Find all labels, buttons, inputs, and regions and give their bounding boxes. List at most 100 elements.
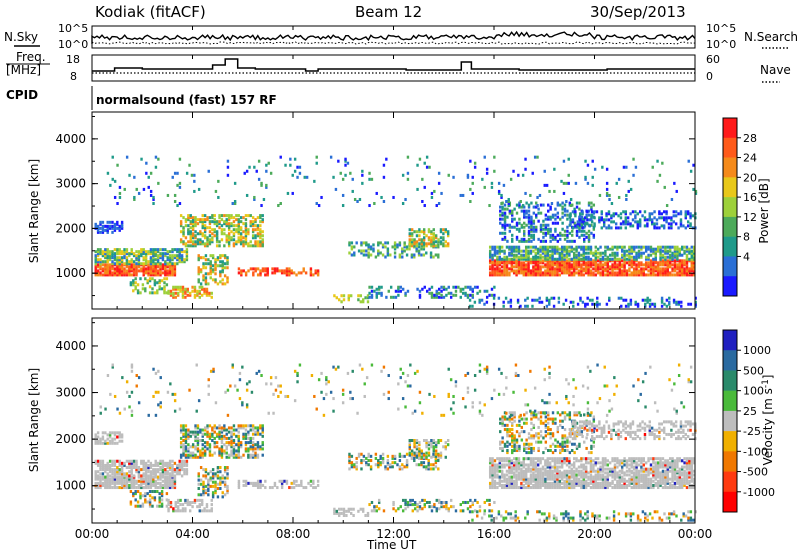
scatter-cell [111,463,114,467]
scatter-cell [534,483,537,487]
scatter-cell [205,509,209,513]
scatter-cell [239,232,243,236]
scatter-cell [661,249,665,253]
scatter-cell [314,269,317,273]
scatter-cell [379,454,382,458]
scatter-cell [536,263,540,267]
scatter-cell [522,261,525,265]
scatter-cell [650,218,654,222]
scatter-cell [136,490,140,494]
scatter-cell [563,257,566,261]
scatter-cell [164,481,167,485]
scatter-cell [189,244,192,248]
scatter-cell [152,271,155,275]
scatter-cell [106,248,109,252]
scatter-cell [580,471,583,475]
scatter-cell [144,256,148,260]
scatter-cell [413,238,416,242]
scatter-cell [113,258,117,262]
scatter-cell [135,269,138,273]
scatter-cell [516,300,520,304]
scatter-cell [493,473,497,477]
scatter-cell [612,214,615,218]
scatter-cell [527,213,531,217]
scatter-cell [108,224,112,228]
scatter-cell [244,271,248,275]
scatter-cell [144,254,148,258]
scatter-cell [108,477,112,481]
scatter-cell [208,445,212,449]
scatter-cell [193,295,197,299]
scatter-cell [556,477,559,481]
scatter-cell [101,468,105,472]
scatter-cell [473,285,477,289]
scatter-cell [101,466,105,470]
scatter-cell [202,491,205,495]
scatter-cell [594,483,597,487]
scatter-cell [405,253,409,257]
scatter-cell [208,240,212,244]
scatter-cell [118,439,121,443]
scatter-cell [108,254,112,258]
scatter-cell [380,293,383,297]
scatter-cell [166,265,169,269]
scatter-cell [142,252,145,256]
scatter-cell [226,484,229,488]
scatter-cell [601,267,605,271]
scatter-cell [578,225,581,229]
scatter-cell [541,479,545,483]
scatter-cell [179,222,183,226]
scatter-cell [606,269,609,273]
scatter-cell [689,224,692,228]
scatter-cell [265,185,268,189]
scatter-cell [166,477,169,481]
scatter-cell [191,500,194,504]
scatter-cell [156,248,160,252]
scatter-cell [428,165,431,169]
scatter-cell [152,265,155,269]
scatter-cell [649,269,653,273]
scatter-cell [511,209,514,213]
scatter-cell [223,468,227,472]
scatter-cell [211,491,215,495]
scatter-cell [120,474,124,478]
scatter-cell [548,298,551,302]
scatter-cell [338,511,341,515]
scatter-cell [500,195,503,199]
scatter-cell [128,463,131,467]
scatter-cell [193,189,196,193]
scatter-cell [227,232,231,236]
scatter-cell [144,461,148,465]
scatter-cell [244,436,248,440]
scatter-cell [508,211,512,215]
scatter-cell [563,481,566,485]
scatter-cell [223,222,226,226]
scatter-cell [298,165,302,169]
scatter-cell [247,244,250,248]
scatter-cell [583,224,587,228]
scatter-cell [406,503,410,507]
scatter-cell [137,466,141,470]
scatter-cell [168,273,172,277]
scatter-cell [692,273,696,277]
scatter-cell [508,479,511,483]
scatter-cell [587,257,590,261]
scatter-cell [511,211,514,215]
scatter-cell [254,244,257,248]
scatter-cell [685,263,689,267]
scatter-cell [613,261,617,265]
scatter-cell [584,304,587,308]
scatter-cell [166,463,169,467]
scatter-cell [565,479,569,483]
scatter-cell [173,267,177,271]
scatter-cell [525,209,528,213]
scatter-cell [537,219,540,223]
scatter-cell [154,463,157,467]
scatter-cell [221,476,224,480]
scatter-cell [625,269,629,273]
scatter-cell [207,484,210,488]
scatter-cell [517,259,521,263]
scatter-cell [447,291,450,295]
scatter-cell [237,222,240,226]
scatter-cell [575,257,578,261]
